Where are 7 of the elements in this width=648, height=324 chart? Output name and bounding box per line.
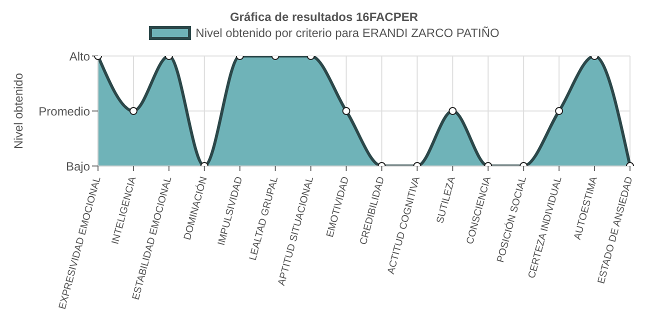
x-tick-label: LEALTAD GRUPAL: [248, 175, 281, 262]
text: Alto: [69, 49, 90, 64]
text: Promedio: [38, 104, 90, 118]
text: Bajo: [66, 159, 90, 174]
y-axis-title: Nivel obtenido: [11, 72, 26, 150]
legend-label: Nivel obtenido por criterio para ERANDI ZARCO PATIÑO: [194, 26, 500, 40]
chart-title: Gráfica de resultados 16FACPER: [228, 9, 420, 26]
